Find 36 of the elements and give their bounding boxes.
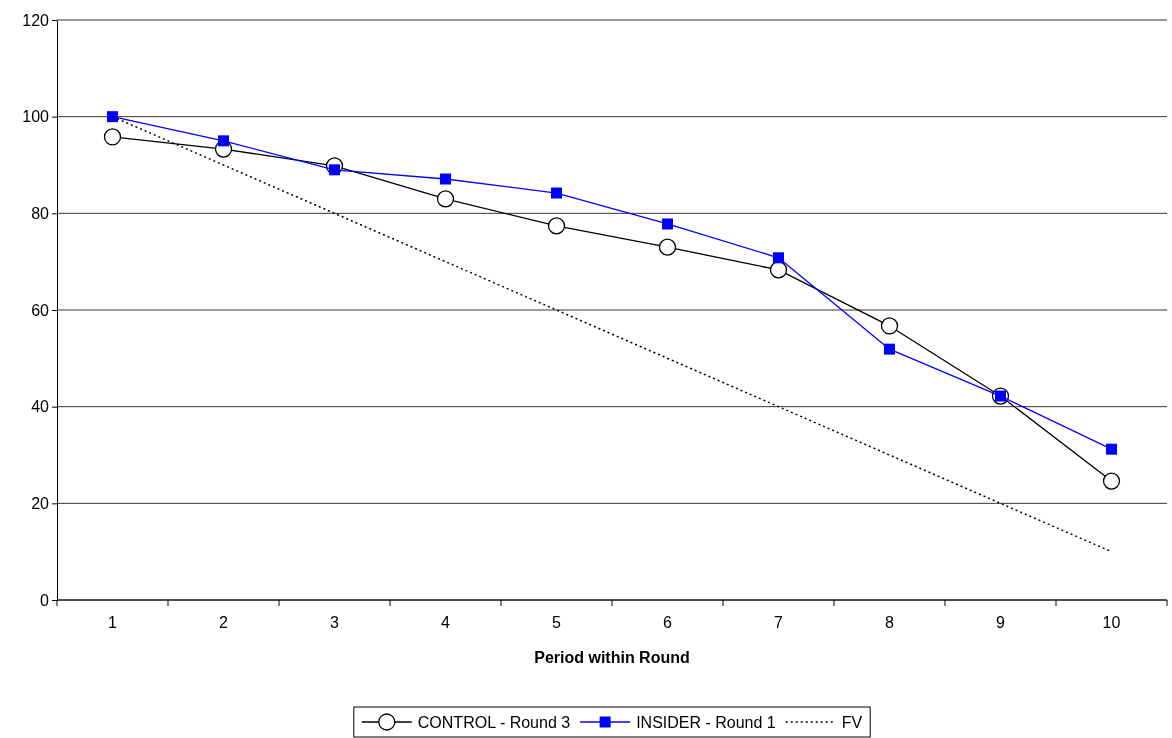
x-tick-label: 5: [552, 614, 562, 631]
y-tick-label: 20: [31, 494, 50, 512]
y-tick-label: 0: [40, 591, 50, 609]
point: [880, 317, 899, 335]
point: [1102, 472, 1121, 490]
point: [662, 218, 673, 230]
x-tick-label: 8: [885, 614, 895, 631]
y-tick-label: 120: [22, 11, 50, 29]
x-tick-label: 4: [441, 614, 451, 631]
point: [107, 111, 118, 123]
point: [218, 135, 229, 147]
x-tick-label: 3: [330, 614, 340, 631]
point: [551, 187, 562, 199]
x-tick-label: 7: [774, 614, 784, 631]
point: [884, 343, 895, 355]
x-tick-label: 9: [996, 614, 1006, 631]
y-tick-label: 60: [31, 301, 50, 319]
point: [547, 217, 566, 235]
point: [436, 190, 455, 208]
x-tick-label: 1: [108, 614, 118, 631]
legend-label: INSIDER - Round 1: [636, 714, 776, 731]
point: [769, 261, 788, 279]
legend-label: FV: [841, 714, 863, 731]
y-tick-label: 100: [22, 108, 50, 126]
point: [440, 173, 451, 185]
x-axis-title: Period within Round: [534, 649, 690, 666]
point: [103, 128, 122, 146]
point: [658, 238, 677, 256]
x-tick-label: 2: [219, 614, 229, 631]
legend-label: CONTROL - Round 3: [417, 714, 571, 731]
point: [1106, 443, 1117, 455]
x-tick-label: 10: [1102, 614, 1121, 631]
x-tick-label: 6: [663, 614, 673, 631]
point: [773, 252, 784, 264]
y-tick-label: 40: [31, 398, 50, 416]
y-tick-label: 80: [31, 204, 50, 222]
